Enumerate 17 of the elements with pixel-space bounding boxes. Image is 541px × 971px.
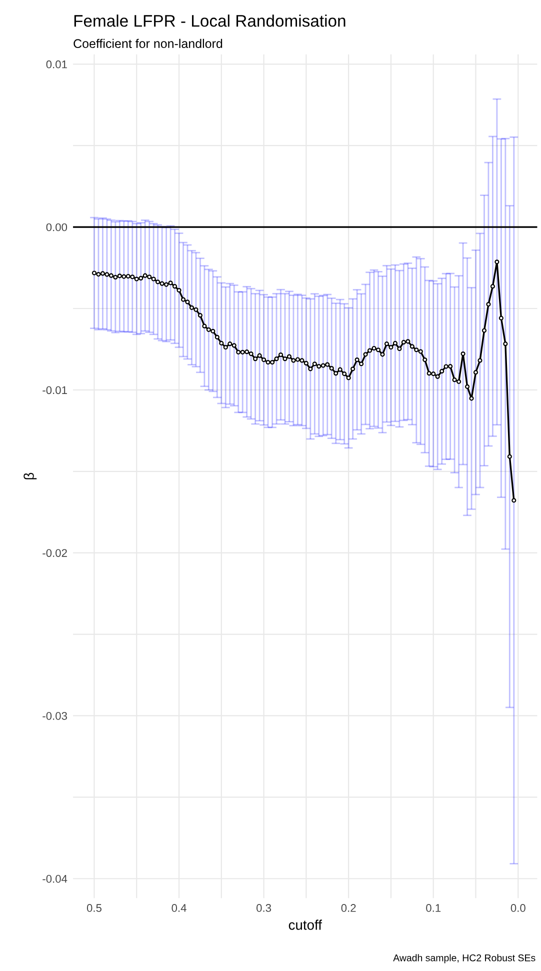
x-tick-label: 0.0 [510, 904, 526, 912]
x-tick-label: 0.3 [256, 904, 272, 912]
x-tick-label: 0.2 [341, 904, 356, 912]
y-axis-title: β [24, 472, 37, 480]
y-tick-label: -0.04 [42, 874, 68, 883]
y-tick-label: -0.02 [42, 549, 67, 557]
chart-title: Female LFPR - Local Randomisation [74, 14, 346, 27]
y-tick-label: 0.00 [46, 223, 68, 232]
text: Awadh sample, HC2 Robust SEs [393, 954, 536, 964]
x-tick-label: 0.5 [86, 904, 102, 912]
x-axis-title: cutoff [288, 920, 322, 930]
chart-subtitle: Coefficient for non-landlord [74, 38, 222, 48]
y-tick-label: 0.01 [46, 60, 67, 68]
x-tick-label: 0.1 [426, 904, 441, 912]
x-tick-label: 0.4 [172, 904, 186, 912]
y-tick-label: -0.03 [42, 712, 67, 720]
y-tick-label: -0.01 [42, 386, 67, 394]
